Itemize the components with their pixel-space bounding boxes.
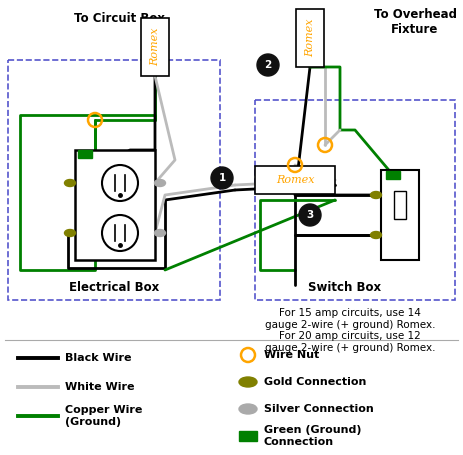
Ellipse shape	[370, 232, 382, 238]
Ellipse shape	[64, 180, 75, 187]
Text: Romex: Romex	[150, 28, 160, 66]
Text: Romex: Romex	[305, 19, 315, 57]
Bar	[141, 18, 169, 76]
Text: White Wire: White Wire	[65, 382, 134, 392]
Bar	[239, 431, 257, 441]
Text: Green (Ground)
Connection: Green (Ground) Connection	[264, 425, 362, 447]
Text: For 15 amp circuits, use 14
gauge 2-wire (+ ground) Romex.
For 20 amp circuits, : For 15 amp circuits, use 14 gauge 2-wire…	[265, 308, 435, 353]
Text: Gold Connection: Gold Connection	[264, 377, 366, 387]
Circle shape	[257, 54, 279, 76]
Bar	[78, 150, 92, 158]
Text: Electrical Box: Electrical Box	[69, 281, 159, 294]
Ellipse shape	[370, 192, 382, 198]
Bar	[255, 100, 455, 300]
Ellipse shape	[155, 180, 165, 187]
Bar	[255, 166, 335, 194]
Text: Silver Connection: Silver Connection	[264, 404, 374, 414]
Bar	[75, 150, 155, 260]
Circle shape	[299, 204, 321, 226]
Text: Switch Box: Switch Box	[308, 281, 382, 294]
Ellipse shape	[239, 377, 257, 387]
Bar	[296, 9, 324, 67]
Text: To Overhead
Fixture: To Overhead Fixture	[374, 8, 457, 36]
Ellipse shape	[64, 229, 75, 237]
Text: Wire Nut: Wire Nut	[264, 350, 319, 360]
Bar	[381, 170, 419, 260]
Text: 1: 1	[219, 173, 225, 183]
Text: 2: 2	[264, 60, 272, 70]
Text: Black Wire: Black Wire	[65, 353, 131, 363]
Bar	[8, 60, 220, 300]
Ellipse shape	[239, 404, 257, 414]
Text: Romex: Romex	[276, 175, 314, 185]
Circle shape	[211, 167, 233, 189]
Ellipse shape	[155, 229, 165, 237]
Text: Copper Wire
(Ground): Copper Wire (Ground)	[65, 405, 143, 427]
Text: 3: 3	[307, 210, 313, 220]
Bar	[394, 191, 406, 219]
Bar	[386, 171, 400, 179]
Text: To Circuit Box: To Circuit Box	[75, 12, 165, 25]
